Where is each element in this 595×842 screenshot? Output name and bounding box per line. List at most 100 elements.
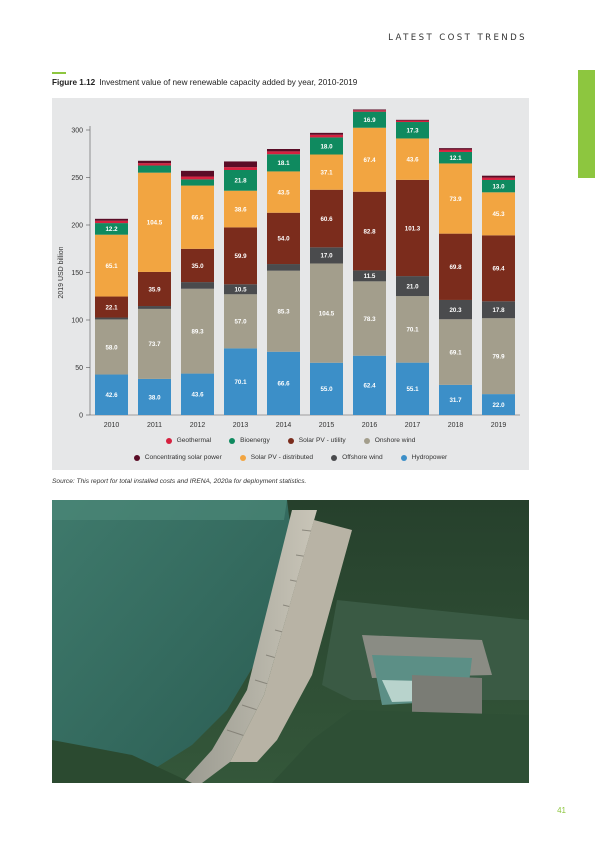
bar-segment: [181, 179, 214, 186]
bar-segment: [353, 270, 386, 282]
section-header: LATEST COST TRENDS: [388, 33, 527, 43]
bar-segment: [439, 319, 472, 385]
figure-caption: Investment value of new renewable capaci…: [99, 78, 358, 87]
data-label: 35.9: [148, 286, 161, 293]
legend-item: Concentrating solar power: [133, 454, 222, 461]
bar-segment: [439, 148, 472, 150]
x-tick-label: 2013: [233, 422, 249, 429]
data-label: 57.0: [234, 319, 247, 326]
data-label: 16.9: [363, 117, 376, 124]
bar-segment: [138, 308, 171, 379]
figure-number: Figure 1.12: [52, 78, 96, 87]
bar-segment: [396, 138, 429, 180]
bar-segment: [310, 189, 343, 248]
bar-segment: [224, 294, 257, 349]
data-label: 45.3: [492, 211, 505, 218]
bar-segment: [439, 163, 472, 234]
data-label: 104.5: [147, 220, 163, 227]
figure-title: Figure 1.12 Investment value of new renew…: [52, 78, 357, 87]
legend-swatch: [363, 437, 370, 444]
bar-segment: [439, 233, 472, 300]
data-label: 65.1: [105, 263, 118, 270]
y-tick-label: 250: [71, 175, 83, 182]
bar-segment: [181, 282, 214, 289]
data-label: 18.0: [320, 143, 333, 150]
data-label: 35.0: [191, 263, 204, 270]
bar-segment: [310, 132, 343, 135]
bar-segment: [138, 165, 171, 173]
data-label: 54.0: [277, 236, 290, 243]
data-label: 20.3: [449, 307, 462, 314]
data-label: 58.0: [105, 344, 118, 351]
bar-segment: [439, 299, 472, 320]
bar-segment: [439, 384, 472, 415]
bar-segment: [396, 179, 429, 277]
bar-segment: [224, 167, 257, 170]
x-tick-label: 2019: [491, 422, 507, 429]
legend-swatch: [229, 437, 236, 444]
data-label: 66.6: [277, 381, 290, 388]
legend-label: Solar PV - distributed: [250, 454, 314, 461]
bar-segment: [267, 171, 300, 213]
bar-segment: [482, 179, 515, 193]
page-number: 41: [557, 806, 566, 815]
bar-segment: [353, 111, 386, 128]
legend-label: Offshore wind: [342, 454, 383, 461]
legend-row-1: Geothermal Bioenergy Solar PV - utility Ons…: [52, 437, 529, 444]
y-tick-label: 200: [71, 223, 83, 230]
legend-item: Solar PV - utility: [287, 437, 346, 444]
data-label: 70.1: [234, 379, 247, 386]
bar-segment: [482, 394, 515, 415]
bar-segment: [181, 248, 214, 283]
bar-segment: [267, 351, 300, 415]
data-label: 22.1: [105, 304, 118, 311]
data-label: 38.6: [234, 206, 247, 213]
legend-label: Concentrating solar power: [144, 454, 222, 461]
x-tick-label: 2018: [448, 422, 464, 429]
bar-segment: [181, 176, 214, 180]
x-tick-label: 2017: [405, 422, 421, 429]
data-label: 18.1: [277, 160, 290, 167]
data-label: 69.1: [449, 349, 462, 356]
legend-item: Hydropower: [400, 454, 447, 461]
bar-segment: [267, 270, 300, 352]
bar-segment: [353, 191, 386, 271]
data-label: 43.6: [191, 392, 204, 399]
bar-segment: [396, 296, 429, 363]
data-label: 55.1: [406, 386, 419, 393]
y-tick-label: 100: [71, 318, 83, 325]
bar-segment: [396, 276, 429, 297]
data-label: 21.8: [234, 178, 247, 185]
data-label: 73.9: [449, 196, 462, 203]
bar-segment: [310, 137, 343, 155]
figure-source: Source: This report for total installed …: [52, 478, 307, 485]
bar-segment: [482, 301, 515, 319]
legend-swatch: [239, 454, 246, 461]
bar-segment: [353, 127, 386, 192]
x-tick-label: 2011: [147, 422, 162, 429]
x-tick-label: 2016: [362, 422, 378, 429]
bar-segment: [95, 234, 128, 297]
bar-segment: [353, 110, 386, 112]
bar-segment: [95, 218, 128, 221]
data-label: 101.3: [405, 225, 421, 232]
bar-segment: [310, 263, 343, 363]
y-tick-label: 300: [71, 128, 83, 135]
data-label: 17.3: [406, 128, 419, 135]
bar-segment: [267, 264, 300, 271]
bar-segment: [138, 160, 171, 164]
bar-segment: [138, 271, 171, 307]
bar-segment: [310, 134, 343, 138]
data-label: 82.8: [363, 228, 376, 235]
bar-segment: [138, 378, 171, 415]
bar-segment: [224, 348, 257, 415]
bar-segment: [224, 284, 257, 295]
data-label: 37.1: [320, 169, 333, 176]
bar-segment: [224, 227, 257, 285]
data-label: 12.1: [449, 155, 462, 162]
legend-item: Bioenergy: [229, 437, 270, 444]
bar-segment: [396, 119, 429, 121]
bar-segment: [482, 177, 515, 180]
bar-segment: [353, 355, 386, 415]
data-label: 11.5: [364, 273, 376, 280]
